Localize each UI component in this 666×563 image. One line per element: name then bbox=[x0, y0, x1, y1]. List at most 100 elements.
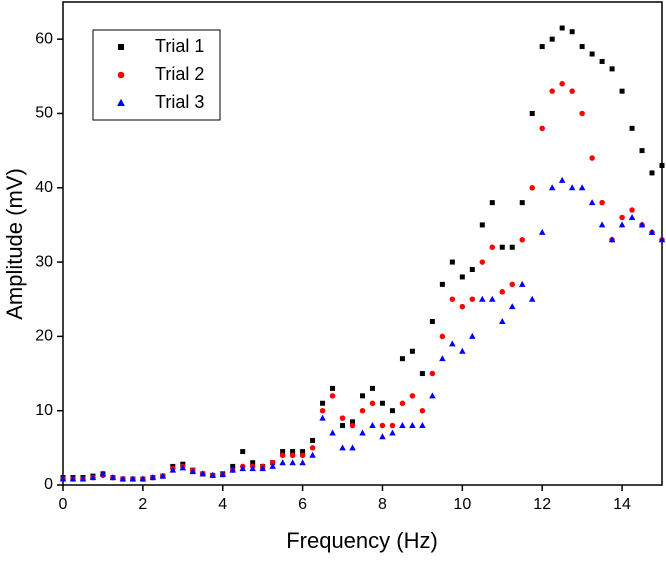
point bbox=[379, 433, 386, 440]
point bbox=[239, 465, 246, 472]
point bbox=[269, 459, 276, 466]
point bbox=[529, 110, 535, 116]
point bbox=[649, 170, 655, 176]
legend-label: Trial 3 bbox=[155, 92, 204, 112]
point bbox=[229, 466, 236, 473]
point bbox=[99, 470, 107, 477]
point bbox=[569, 88, 575, 94]
point bbox=[199, 470, 207, 477]
point bbox=[300, 449, 306, 455]
point bbox=[509, 281, 515, 288]
point bbox=[339, 444, 346, 451]
point bbox=[489, 244, 496, 250]
point bbox=[618, 221, 626, 228]
y-tick-label: 60 bbox=[35, 30, 53, 47]
point bbox=[89, 474, 97, 481]
legend-box bbox=[92, 29, 221, 121]
point bbox=[129, 475, 137, 482]
x-tick-label: 6 bbox=[298, 496, 307, 513]
y-tick-label: 40 bbox=[35, 179, 53, 196]
point bbox=[249, 465, 256, 472]
point bbox=[439, 333, 446, 340]
point bbox=[320, 400, 326, 406]
point bbox=[479, 295, 486, 302]
point bbox=[539, 44, 545, 50]
point bbox=[578, 184, 586, 191]
point bbox=[579, 44, 585, 50]
point bbox=[608, 236, 616, 243]
point bbox=[569, 29, 575, 35]
point bbox=[369, 422, 376, 429]
point bbox=[549, 88, 555, 94]
point bbox=[250, 460, 256, 466]
point bbox=[409, 393, 416, 399]
point bbox=[499, 289, 506, 295]
point bbox=[589, 155, 595, 161]
point bbox=[528, 295, 536, 302]
point bbox=[509, 244, 515, 250]
point bbox=[409, 348, 415, 354]
point bbox=[598, 221, 606, 228]
point bbox=[340, 423, 346, 429]
point bbox=[519, 237, 525, 243]
point bbox=[449, 259, 455, 265]
point bbox=[299, 459, 306, 466]
point bbox=[230, 463, 236, 469]
y-tick-label: 20 bbox=[35, 328, 53, 345]
point bbox=[629, 207, 635, 213]
point bbox=[579, 110, 585, 117]
point bbox=[179, 464, 187, 471]
point bbox=[269, 462, 276, 469]
point bbox=[658, 236, 666, 243]
point bbox=[339, 415, 346, 421]
point bbox=[499, 244, 505, 250]
point bbox=[449, 296, 456, 302]
plot-frame bbox=[62, 1, 663, 486]
point bbox=[589, 51, 595, 57]
point bbox=[209, 471, 216, 478]
point bbox=[429, 392, 436, 399]
point bbox=[219, 471, 226, 478]
point bbox=[309, 451, 316, 458]
point bbox=[309, 445, 316, 451]
point bbox=[59, 475, 67, 482]
legend-marker bbox=[117, 71, 125, 79]
y-axis-label: Amplitude (mV) bbox=[2, 168, 27, 320]
y-tick-label: 30 bbox=[35, 253, 53, 270]
point bbox=[599, 58, 605, 64]
x-tick-label: 4 bbox=[218, 496, 227, 513]
x-tick-label: 14 bbox=[613, 496, 631, 513]
point bbox=[479, 222, 485, 228]
point bbox=[479, 259, 486, 265]
point bbox=[259, 465, 266, 472]
x-tick-label: 2 bbox=[138, 496, 147, 513]
legend-marker bbox=[118, 44, 124, 50]
point bbox=[619, 88, 625, 94]
point bbox=[459, 274, 465, 280]
point bbox=[119, 475, 127, 482]
point bbox=[189, 468, 197, 475]
point bbox=[369, 400, 376, 407]
point bbox=[449, 340, 456, 347]
x-axis-label: Frequency (Hz) bbox=[286, 528, 438, 553]
point bbox=[439, 355, 446, 362]
point bbox=[588, 199, 596, 206]
point bbox=[399, 356, 405, 362]
point bbox=[439, 281, 445, 287]
point bbox=[349, 444, 356, 451]
point bbox=[489, 295, 496, 302]
point bbox=[359, 429, 366, 436]
point bbox=[319, 407, 326, 414]
y-tick-label: 0 bbox=[44, 476, 53, 493]
y-tick-label: 10 bbox=[35, 402, 53, 419]
x-tick-label: 8 bbox=[378, 496, 387, 513]
point bbox=[499, 318, 506, 325]
point bbox=[639, 148, 645, 154]
point bbox=[280, 449, 286, 455]
point bbox=[369, 385, 375, 391]
point bbox=[469, 296, 476, 302]
point bbox=[109, 474, 117, 481]
point bbox=[330, 385, 336, 391]
point bbox=[379, 422, 386, 429]
point bbox=[329, 393, 336, 399]
